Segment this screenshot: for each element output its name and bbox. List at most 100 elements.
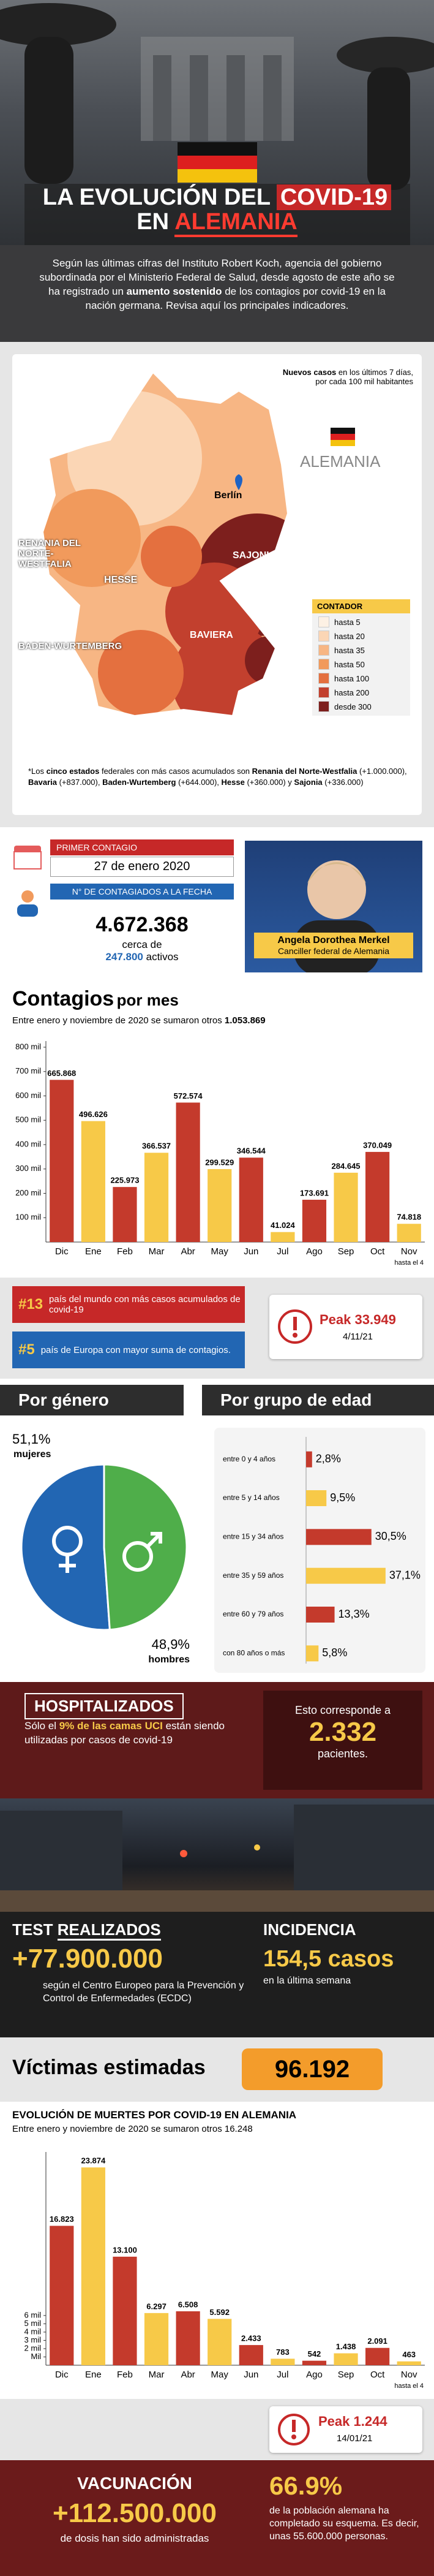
map-section: Nuevos casos en los últimos 7 días, por … bbox=[0, 342, 434, 827]
people-icon bbox=[17, 890, 38, 917]
hospital-title: HOSPITALIZADOS bbox=[24, 1693, 184, 1719]
bar bbox=[239, 1157, 263, 1242]
chart-subtitle: Entre enero y noviembre de 2020 se sumar… bbox=[12, 2124, 253, 2134]
region-label: HESSE bbox=[104, 575, 138, 585]
value-label: 284.645 bbox=[332, 1161, 361, 1170]
peak-line: Peak 33.949 bbox=[320, 1312, 396, 1328]
alert-icon bbox=[278, 2414, 310, 2445]
rank-box: #5 país de Europa con mayor suma de conta… bbox=[12, 1332, 245, 1368]
title: Contagios bbox=[12, 987, 114, 1010]
text: cerca de bbox=[122, 939, 162, 950]
rank-value: #13 bbox=[18, 1296, 43, 1313]
bar bbox=[306, 1490, 327, 1506]
x-tick-label: Abr bbox=[181, 2370, 195, 2380]
footnote-part: federales con más casos acumulados son bbox=[99, 767, 252, 776]
x-tick-label: Dic bbox=[55, 2370, 69, 2380]
legend-label: hasta 5 bbox=[334, 617, 361, 627]
bar bbox=[397, 1224, 421, 1242]
demographics: Por género Por grupo de edad 51,1% mujere… bbox=[0, 1379, 434, 1682]
text: están siendo utilizadas por casos de cov… bbox=[24, 1720, 225, 1746]
value-label: 5.592 bbox=[209, 2308, 230, 2317]
text: Sólo el bbox=[24, 1720, 59, 1732]
footnote-part: (+360.000) y bbox=[244, 778, 294, 787]
footnote-part: (+837.000), bbox=[56, 778, 103, 787]
male-icon bbox=[122, 1541, 153, 1572]
value-label: 370.049 bbox=[363, 1140, 392, 1150]
x-tick-label: Mar bbox=[149, 1246, 165, 1257]
map-note: Nuevos casos en los últimos 7 días, por … bbox=[275, 368, 413, 386]
footnote-part: (+336.000) bbox=[322, 778, 364, 787]
bar bbox=[113, 2256, 137, 2365]
text: pacientes. bbox=[317, 1748, 369, 1760]
bar bbox=[50, 1080, 74, 1242]
x-tick-label: Dic bbox=[55, 1246, 69, 1257]
axis-note: hasta el 4 bbox=[394, 1259, 424, 1267]
bar bbox=[397, 2361, 421, 2365]
x-tick-label: Ene bbox=[85, 2370, 102, 2380]
active-line: cerca de 247.800 activos bbox=[50, 939, 234, 963]
monthly-chart: 100 mil 200 mil 300 mil 400 mil 500 mil 600 m… bbox=[15, 1041, 425, 1267]
footnote: *Los cinco estados federales con más cas… bbox=[28, 766, 408, 788]
text: TEST bbox=[12, 1920, 53, 1939]
footnote-part: (+644.000), bbox=[176, 778, 222, 787]
chart-title: Por género bbox=[0, 1385, 184, 1415]
tests: TEST REALIZADOS +77.900.000 según el Cen… bbox=[0, 1912, 434, 2037]
value-label: 783 bbox=[276, 2347, 290, 2357]
deaths-peak: Peak 1.244 14/01/21 bbox=[0, 2399, 434, 2460]
value-label: 13,3% bbox=[339, 1608, 370, 1620]
map-card: Nuevos casos en los últimos 7 días, por … bbox=[12, 354, 422, 815]
value-label: 48,9% bbox=[152, 1637, 190, 1652]
y-tick-label: 600 mil bbox=[15, 1091, 41, 1100]
bar bbox=[208, 1169, 232, 1242]
text: REALIZADOS bbox=[57, 1920, 161, 1941]
x-tick-label: Abr bbox=[181, 1246, 195, 1257]
region-label: RENANIA DEL NORTE-WESTFALIA bbox=[18, 538, 81, 569]
chart-title: EVOLUCIÓN DE MUERTES POR COVID-19 EN ALE… bbox=[12, 2109, 297, 2121]
legend-item: hasta 200 bbox=[318, 687, 404, 698]
value-label: 463 bbox=[402, 2350, 416, 2359]
text: Entre enero y noviembre de 2020 se sumar… bbox=[12, 1015, 225, 1026]
legend-item: hasta 35 bbox=[318, 645, 404, 656]
x-tick-label: Ene bbox=[85, 1246, 102, 1257]
category-label: entre 0 y 4 años bbox=[223, 1455, 275, 1463]
value-label: 346.544 bbox=[237, 1146, 266, 1156]
chart-title: Por grupo de edad bbox=[202, 1385, 434, 1415]
peak-date: 14/01/21 bbox=[337, 2433, 373, 2444]
peak-line: Peak 1.244 bbox=[318, 2414, 387, 2430]
person-role: Canciller federal de Alemania bbox=[277, 946, 390, 956]
peak-value: 1.244 bbox=[353, 2414, 387, 2429]
title-part: EN bbox=[137, 209, 170, 235]
value-label: 37,1% bbox=[389, 1569, 421, 1581]
y-tick-label: 800 mil bbox=[15, 1042, 41, 1051]
region-label: BADEN-WURTEMBERG bbox=[18, 641, 122, 651]
vaccine-pct: 66.9% bbox=[269, 2471, 343, 2500]
value-label: 9,5% bbox=[330, 1491, 355, 1504]
alert-icon bbox=[278, 1309, 312, 1344]
bar bbox=[306, 1451, 312, 1468]
bar bbox=[306, 1645, 319, 1662]
legend-item: desde 300 bbox=[318, 701, 404, 712]
legend-item: hasta 50 bbox=[318, 659, 404, 670]
category-label: entre 35 y 59 años bbox=[223, 1571, 283, 1580]
deaths-value: 96.192 bbox=[242, 2048, 383, 2090]
x-tick-label: Jun bbox=[244, 1246, 258, 1257]
vaccine-pct-text: de la población alemana ha completado su… bbox=[269, 2506, 419, 2542]
legend-swatch bbox=[318, 616, 329, 627]
age-chart: entre 0 y 4 años 2,8% entre 5 y 14 años 9,5… bbox=[223, 1437, 421, 1664]
bar bbox=[334, 1172, 358, 1242]
pie-slice bbox=[20, 1463, 111, 1631]
vaccine-value: +112.500.000 bbox=[53, 2498, 217, 2528]
value-label: 16.823 bbox=[50, 2214, 74, 2224]
legend-label: hasta 200 bbox=[334, 688, 370, 697]
legend-swatch bbox=[318, 673, 329, 684]
title-highlight: ALEMANIA bbox=[174, 209, 297, 237]
first-label: PRIMER CONTAGIO bbox=[50, 839, 234, 855]
value-label: 1.438 bbox=[336, 2342, 356, 2351]
text: activos bbox=[146, 951, 179, 963]
value-label: 572.574 bbox=[174, 1091, 203, 1100]
incidence-text: en la última semana bbox=[263, 1976, 351, 1986]
text: de los contagios por covid-19 en la naci… bbox=[85, 286, 386, 311]
x-tick-label: Sep bbox=[338, 2370, 354, 2380]
y-tick-label: 700 mil bbox=[15, 1066, 41, 1075]
x-tick-label: Jun bbox=[244, 2370, 258, 2380]
